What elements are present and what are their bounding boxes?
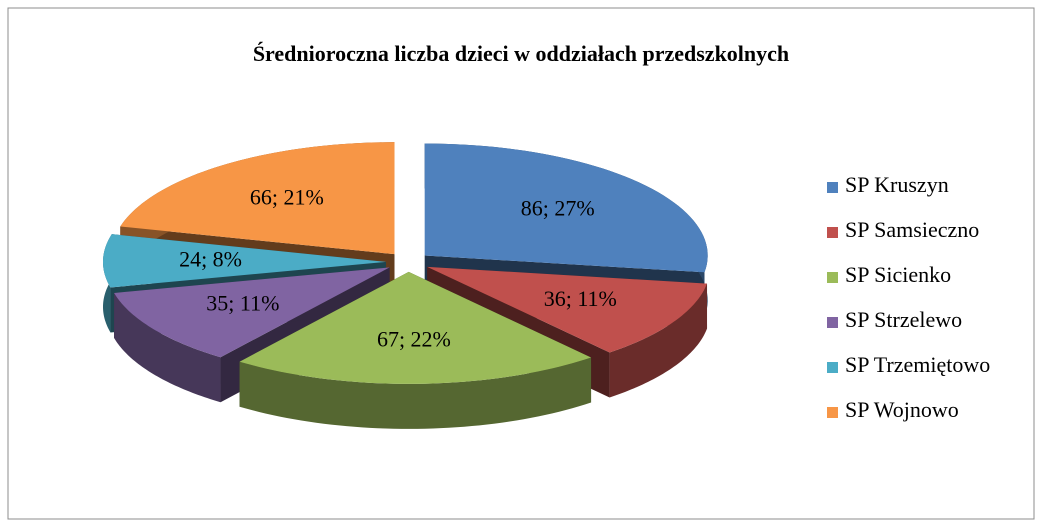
pie-slice	[120, 142, 395, 255]
pie-outer-wall	[609, 283, 708, 398]
legend-swatch	[827, 272, 838, 283]
chart-title: Średnioroczna liczba dzieci w oddziałach…	[253, 41, 789, 66]
legend-label: SP Kruszyn	[845, 172, 949, 197]
legend-swatch	[827, 317, 838, 328]
pie-slice	[103, 234, 387, 288]
legend-label: SP Wojnowo	[845, 397, 959, 422]
pie-slice	[239, 271, 592, 384]
pie-outer-wall	[114, 292, 221, 403]
legend-swatch	[827, 227, 838, 238]
legend-swatch	[827, 407, 838, 418]
pie-outer-wall	[239, 357, 592, 429]
legend-swatch	[827, 362, 838, 373]
legend-label: SP Trzemiętowo	[845, 352, 990, 377]
pie-slice	[114, 267, 390, 358]
data-label: 35; 11%	[206, 291, 279, 316]
data-label: 86; 27%	[521, 195, 595, 220]
data-label: 67; 22%	[377, 326, 451, 351]
data-label: 36; 11%	[544, 286, 617, 311]
legend-label: SP Samsieczno	[845, 217, 979, 242]
legend-swatch	[827, 182, 838, 193]
legend-label: SP Sicienko	[845, 262, 951, 287]
data-label: 66; 21%	[250, 184, 324, 209]
pie-slice	[424, 143, 708, 273]
data-label: 24; 8%	[179, 246, 242, 271]
legend-label: SP Strzelewo	[845, 307, 962, 332]
pie-slice	[427, 266, 708, 353]
